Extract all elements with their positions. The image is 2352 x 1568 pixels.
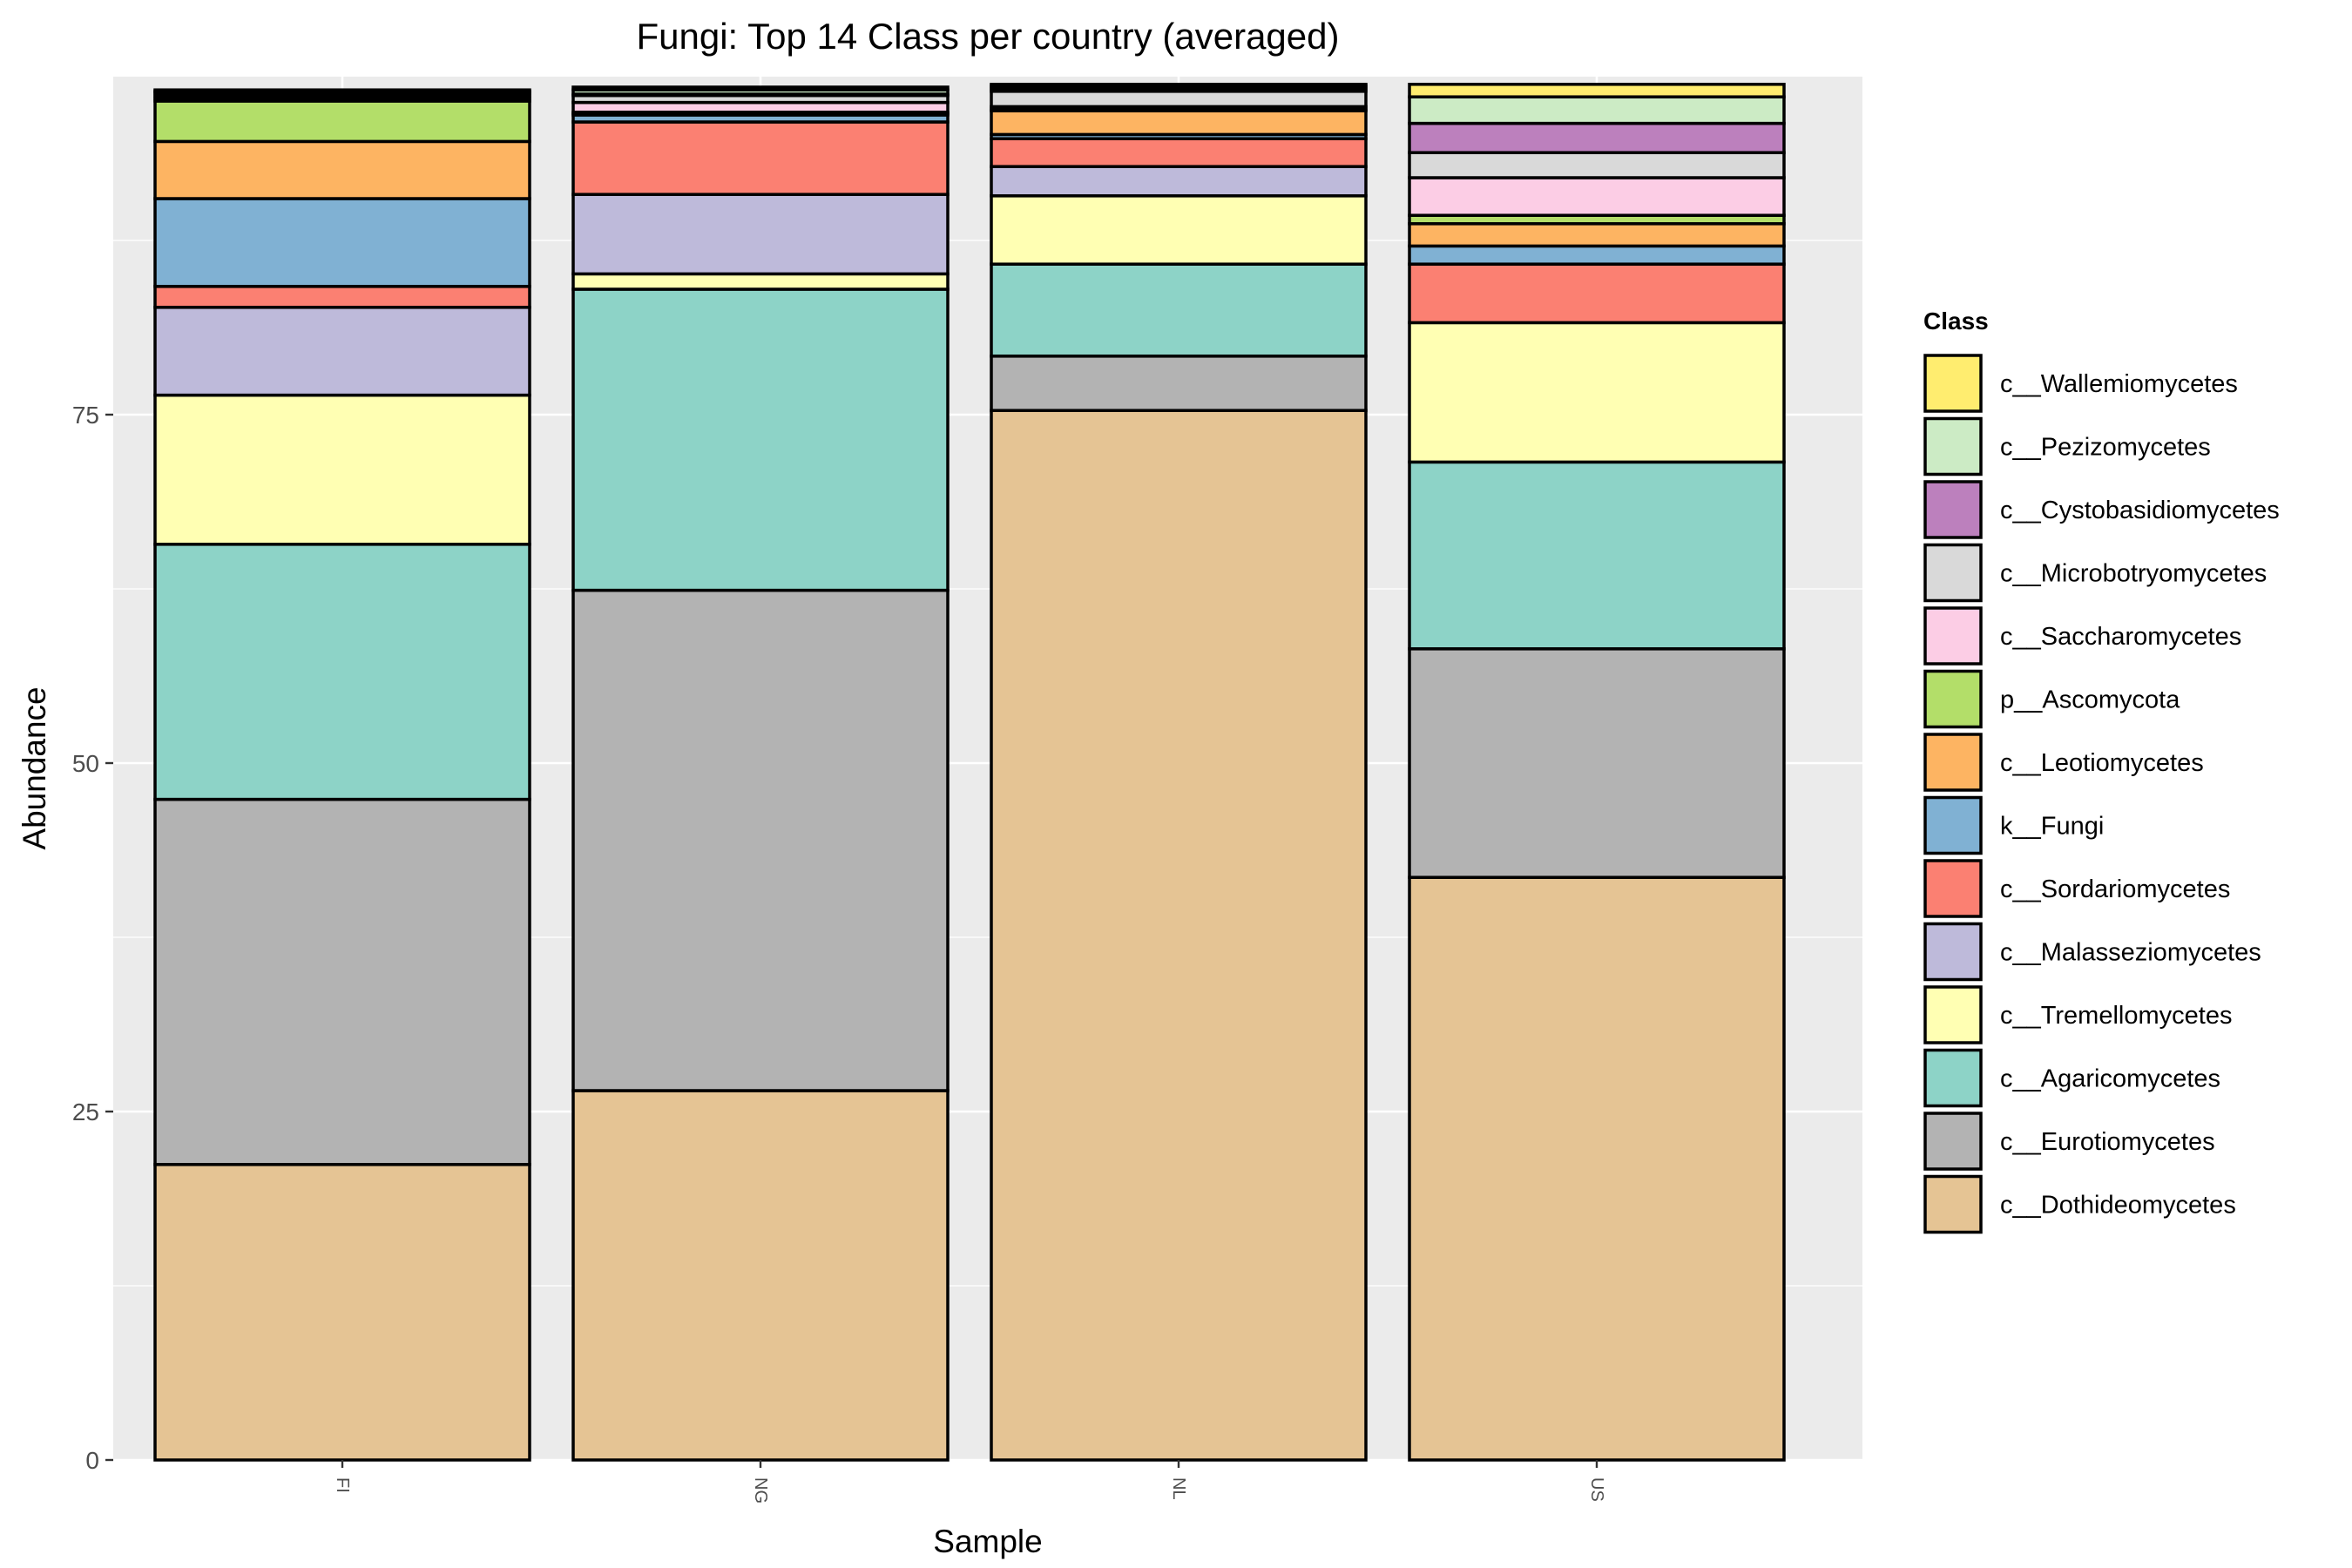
bar-segment-FI-k-fungi: [153, 197, 531, 288]
bar-segment-NL-c-agaricomycetes: [990, 262, 1368, 358]
bar-segment-US-c-microbotryomycetes: [1408, 151, 1786, 179]
bar-segment-NG-c-dothideomycetes: [571, 1089, 950, 1462]
bar-segment-US-c-leotiomycetes: [1408, 222, 1786, 248]
x-tick-label: NL: [1169, 1477, 1188, 1500]
legend-label: p__Ascomycota: [2000, 686, 2180, 714]
bar-segment-NG-c-eurotiomycetes: [571, 588, 950, 1092]
axes: 0 25 50 75 FI NG NL US: [72, 402, 1606, 1504]
bar-segment-FI-c-dothideomycetes: [153, 1163, 531, 1462]
legend-label: c__Tremellomycetes: [2000, 1002, 2232, 1030]
bar-segment-FI-c-eurotiomycetes: [153, 797, 531, 1166]
legend-key: [1923, 733, 1983, 792]
y-tick-label: 75: [72, 402, 99, 429]
legend-label: c__Eurotiomycetes: [2000, 1128, 2215, 1156]
legend-label: c__Malasseziomycetes: [2000, 939, 2261, 967]
bar-segment-US-k-fungi: [1408, 244, 1786, 266]
y-tick-label: 25: [72, 1098, 99, 1125]
bar-segment-NG-c-wallemiomycetes: [571, 85, 950, 91]
bar-segment-NL-c-tremellomycetes: [990, 194, 1368, 266]
bar-segment-US-c-saccharomycetes: [1408, 176, 1786, 217]
bar-segment-FI-c-malasseziomycetes: [153, 306, 531, 397]
bar-segment-FI-c-wallemiomycetes: [153, 88, 531, 93]
bar-segment-NG-c-agaricomycetes: [571, 287, 950, 592]
legend-label: c__Pezizomycetes: [2000, 434, 2211, 462]
bar-segment-NL-c-sordariomycetes: [990, 137, 1368, 168]
legend-title: Class: [1923, 308, 1989, 335]
x-tick-label: NG: [751, 1477, 770, 1504]
bar-segment-NG-c-sordariomycetes: [571, 120, 950, 196]
bar-segment-US-c-eurotiomycetes: [1408, 647, 1786, 879]
legend-key: [1923, 922, 1983, 982]
legend-key: [1923, 859, 1983, 918]
bar-segment-US-c-agaricomycetes: [1408, 460, 1786, 651]
legend: Class c__Wallemiomycetes c__Pezizomycetes…: [1923, 308, 2280, 1234]
bar-segment-US-c-sordariomycetes: [1408, 262, 1786, 325]
bar-segment-NL-c-microbotryomycetes: [990, 90, 1368, 109]
bar-segment-NL-c-leotiomycetes: [990, 109, 1368, 137]
legend-key: [1923, 985, 1983, 1044]
legend-label: c__Saccharomycetes: [2000, 623, 2241, 651]
bar-segment-FI-c-leotiomycetes: [153, 139, 531, 200]
legend-key: [1923, 416, 1983, 476]
bar-segment-NL-c-wallemiomycetes: [990, 83, 1368, 88]
legend-key: [1923, 606, 1983, 666]
legend-key: [1923, 480, 1983, 539]
x-tick-label: FI: [333, 1477, 352, 1493]
bar-segment-US-c-cystobasidiomycetes: [1408, 121, 1786, 154]
legend-label: k__Fungi: [2000, 813, 2104, 841]
x-axis-title: Sample: [933, 1524, 1042, 1559]
legend-key: [1923, 1174, 1983, 1234]
legend-key: [1923, 1048, 1983, 1108]
legend-label: c__Leotiomycetes: [2000, 749, 2204, 777]
legend-label: c__Cystobasidiomycetes: [2000, 497, 2280, 524]
bar-segment-US-c-tremellomycetes: [1408, 321, 1786, 464]
legend-label: c__Microbotryomycetes: [2000, 560, 2267, 588]
bar-segment-US-c-pezizomycetes: [1408, 95, 1786, 125]
bar-segment-NL-c-dothideomycetes: [990, 409, 1368, 1462]
legend-key: [1923, 354, 1983, 413]
legend-label: c__Agaricomycetes: [2000, 1065, 2220, 1093]
bar-segment-US-c-wallemiomycetes: [1408, 83, 1786, 98]
bar-segment-FI-c-agaricomycetes: [153, 543, 531, 801]
bar-segment-NG-c-tremellomycetes: [571, 272, 950, 291]
bars: [153, 83, 1786, 1462]
bar-segment-FI-p-ascomycota: [153, 99, 531, 144]
y-tick-label: 0: [85, 1447, 99, 1474]
legend-label: c__Sordariomycetes: [2000, 875, 2230, 903]
legend-key: [1923, 1112, 1983, 1171]
y-tick-label: 50: [72, 750, 99, 777]
legend-key: [1923, 795, 1983, 855]
bar-segment-NL-c-eurotiomycetes: [990, 355, 1368, 412]
y-axis-title: Abundance: [17, 686, 52, 849]
chart-title: Fungi: Top 14 Class per country (average…: [637, 16, 1340, 57]
bar-segment-NG-c-malasseziomycetes: [571, 193, 950, 276]
bar-segment-US-c-dothideomycetes: [1408, 875, 1786, 1462]
legend-key: [1923, 543, 1983, 603]
bar-segment-FI-c-sordariomycetes: [153, 285, 531, 309]
legend-key: [1923, 669, 1983, 729]
legend-label: c__Dothideomycetes: [2000, 1192, 2236, 1220]
bar-segment-FI-c-tremellomycetes: [153, 393, 531, 546]
x-tick-label: US: [1587, 1477, 1606, 1502]
legend-label: c__Wallemiomycetes: [2000, 370, 2238, 398]
bar-segment-NL-c-malasseziomycetes: [990, 165, 1368, 198]
